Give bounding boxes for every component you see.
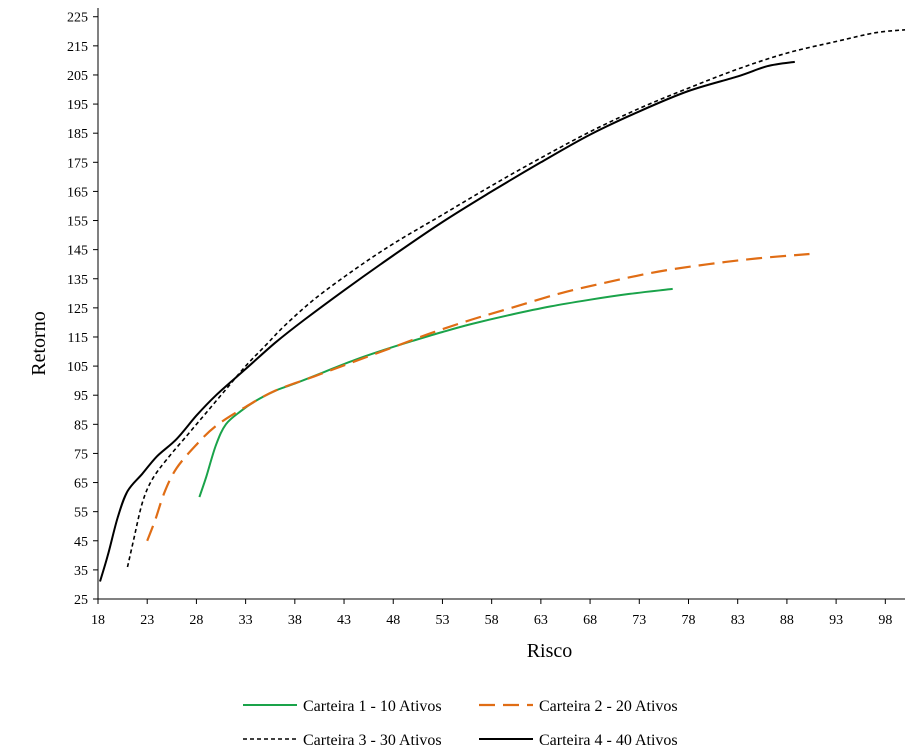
y-tick-label: 145	[67, 244, 88, 259]
legend-label-1: Carteira 1 - 10 Ativos	[303, 698, 442, 715]
x-tick-label: 38	[288, 613, 302, 628]
x-tick-label: 78	[681, 613, 695, 628]
legend-label-2: Carteira 2 - 20 Ativos	[539, 698, 678, 715]
x-tick-label: 53	[435, 613, 449, 628]
x-tick-label: 18	[91, 613, 105, 628]
y-tick-label: 95	[74, 389, 88, 404]
x-tick-label: 68	[583, 613, 597, 628]
series-layer	[99, 29, 906, 582]
x-tick-label: 33	[239, 613, 253, 628]
y-tick-label: 35	[74, 564, 88, 579]
y-tick-label: 25	[74, 593, 88, 608]
y-tick-label: 45	[74, 535, 88, 550]
y-tick-label: 195	[67, 98, 88, 113]
x-tick-label: 28	[189, 613, 203, 628]
y-axis-title: Retorno	[28, 311, 50, 375]
y-tick-label: 165	[67, 185, 88, 200]
series-line-3	[126, 29, 906, 568]
x-tick-label: 98	[878, 613, 892, 628]
y-tick-label: 135	[67, 273, 88, 288]
x-tick-label: 73	[632, 613, 646, 628]
series-line-1	[198, 287, 673, 498]
y-tick-label: 215	[67, 40, 88, 55]
series-line-2	[146, 252, 810, 542]
x-tick-label: 23	[140, 613, 154, 628]
y-tick-label: 185	[67, 127, 88, 142]
x-tick-label: 63	[534, 613, 548, 628]
x-tick-label: 58	[485, 613, 499, 628]
y-tick-label: 55	[74, 506, 88, 521]
y-tick-label: 75	[74, 447, 88, 462]
x-tick-label: 83	[731, 613, 745, 628]
legend-label-3: Carteira 3 - 30 Ativos	[303, 732, 442, 749]
series-line-4	[99, 60, 795, 582]
x-tick-label: 43	[337, 613, 351, 628]
y-tick-label: 105	[67, 360, 88, 375]
x-tick-label: 93	[829, 613, 843, 628]
axes: 25 35 45 55 65 75 85 95 105 115 125 135 145 155 165 175…	[67, 8, 905, 628]
legend-label-4: Carteira 4 - 40 Ativos	[539, 732, 678, 749]
y-tick-label: 205	[67, 69, 88, 84]
legend: Carteira 1 - 10 Ativos Carteira 2 - 20 At…	[243, 698, 678, 749]
y-tick-label: 155	[67, 215, 88, 230]
y-tick-label: 175	[67, 156, 88, 171]
y-tick-label: 225	[67, 11, 88, 26]
y-tick-label: 65	[74, 477, 88, 492]
y-tick-label: 125	[67, 302, 88, 317]
x-tick-label: 88	[780, 613, 794, 628]
x-tick-label: 48	[386, 613, 400, 628]
y-tick-label: 85	[74, 418, 88, 433]
y-tick-label: 115	[68, 331, 88, 346]
x-axis-title: Risco	[527, 640, 573, 662]
